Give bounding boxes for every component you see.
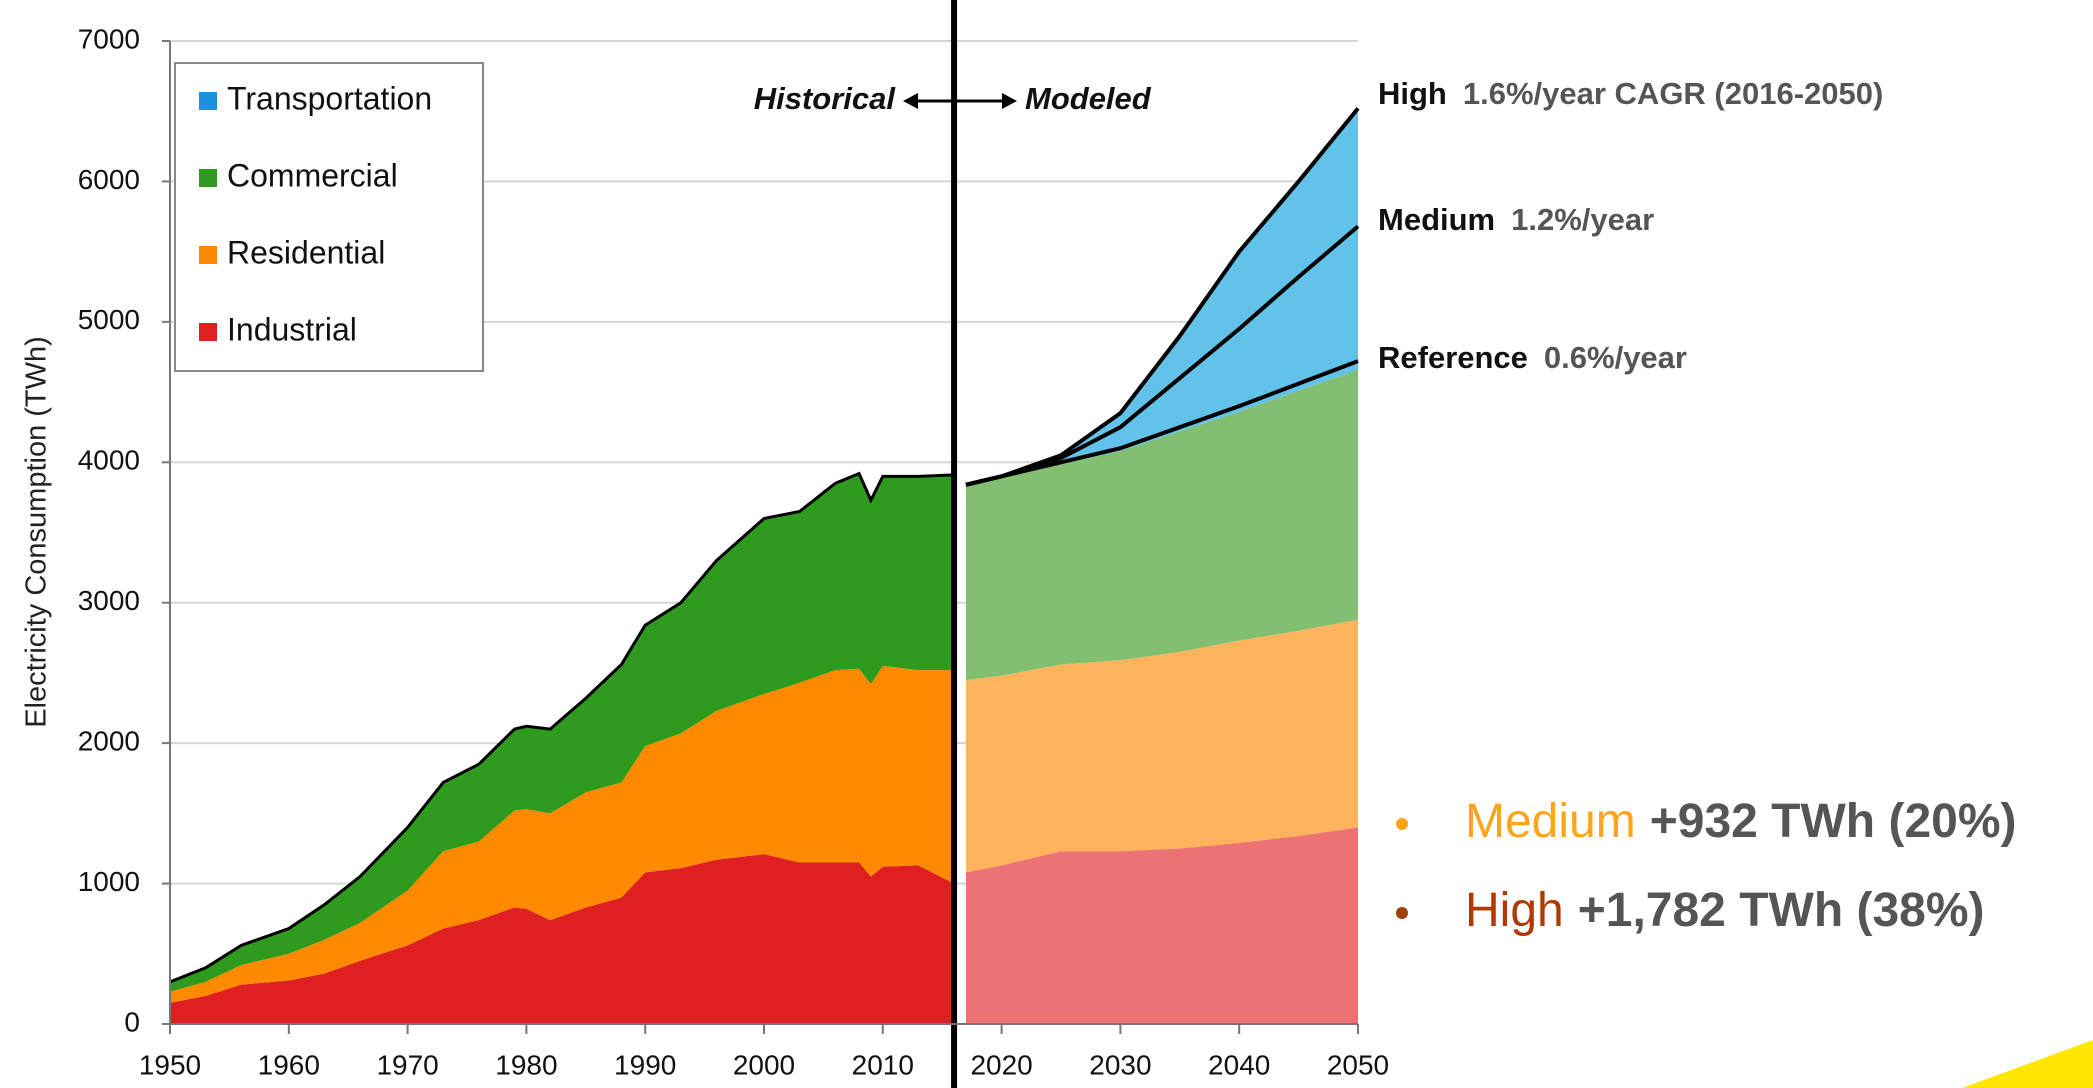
legend-swatch (199, 92, 217, 110)
corner-decoration (1962, 1040, 2093, 1088)
bullet-dot (1396, 818, 1408, 830)
scenario-note: 1.2%/year (1511, 202, 1654, 237)
x-tick-label: 1960 (258, 1049, 320, 1080)
x-tick-label: 1970 (376, 1049, 438, 1080)
bullet-name: High (1465, 884, 1564, 937)
x-tick-label: 2000 (733, 1049, 795, 1080)
legend: Transportation Commercial Residential Indus… (174, 62, 484, 372)
area (965, 369, 1358, 680)
y-tick-label: 3000 (78, 585, 140, 616)
legend-swatch (199, 169, 217, 187)
legend-label: Residential (227, 234, 385, 270)
y-tick-label: 4000 (78, 445, 140, 476)
scenario-line (965, 107, 1360, 487)
x-tick-label: 2050 (1327, 1049, 1389, 1080)
y-tick-label: 1000 (78, 866, 140, 897)
area (965, 619, 1358, 873)
areas (170, 108, 1358, 1024)
scenario-name: High (1378, 76, 1447, 111)
annotations: Reference 0.6%/year Medium 1.2%/year High 1.6… (1378, 76, 2017, 937)
x-tick-label: 1980 (495, 1049, 557, 1080)
x-tick-label: 1950 (139, 1049, 201, 1080)
bullet-value: +1,782 TWh (38%) (1578, 884, 1985, 937)
lines (169, 0, 1360, 1088)
y-tick-label: 6000 (78, 164, 140, 195)
y-tick-label: 2000 (78, 726, 140, 757)
scenario-label: Medium 1.2%/year (1378, 202, 1654, 237)
y-tick-label: 0 (124, 1006, 140, 1037)
legend-box (174, 62, 484, 372)
scenario-label: Reference 0.6%/year (1378, 340, 1687, 375)
y-tick-label: 5000 (78, 304, 140, 335)
legend-label: Transportation (227, 80, 432, 116)
x-tick-label: 1990 (614, 1049, 676, 1080)
area (170, 854, 955, 1024)
bullet-text: Medium +932 TWh (20%) (1465, 795, 2017, 848)
scenario-label: High 1.6%/year CAGR (2016-2050) (1378, 76, 1883, 111)
double-arrow (903, 93, 1017, 109)
historical-label: Historical (754, 81, 897, 116)
arrow-head (903, 93, 918, 109)
area (170, 665, 955, 1003)
x-tick-label: 2040 (1208, 1049, 1270, 1080)
bullet-dot (1396, 907, 1408, 919)
scenario-note: 0.6%/year (1544, 340, 1687, 375)
legend-swatch (199, 246, 217, 264)
x-tick-label: 2010 (852, 1049, 914, 1080)
scenario-name: Medium (1378, 202, 1495, 237)
bullet-text: High +1,782 TWh (38%) (1465, 884, 1985, 937)
axes: 0 1000 2000 3000 4000 5000 6000 7000 1950 1960 197… (78, 23, 1389, 1080)
y-tick-label: 7000 (78, 23, 140, 54)
x-tick-label: 2030 (1089, 1049, 1151, 1080)
scenario-note: 1.6%/year CAGR (2016-2050) (1463, 76, 1883, 111)
bullet-name: Medium (1465, 795, 1636, 848)
legend-label: Industrial (227, 311, 357, 347)
modeled-label: Modeled (1025, 81, 1152, 116)
bullet-value: +932 TWh (20%) (1650, 795, 2017, 848)
legend-label: Commercial (227, 157, 398, 193)
x-tick-label: 2020 (970, 1049, 1032, 1080)
area (170, 473, 955, 992)
legend-swatch (199, 323, 217, 341)
scenario-name: Reference (1378, 340, 1528, 375)
arrow-head (1002, 93, 1017, 109)
total-outline (169, 471, 955, 984)
area (965, 827, 1358, 1024)
y-axis-label: Electricity Consumption (TWh) (21, 336, 53, 728)
